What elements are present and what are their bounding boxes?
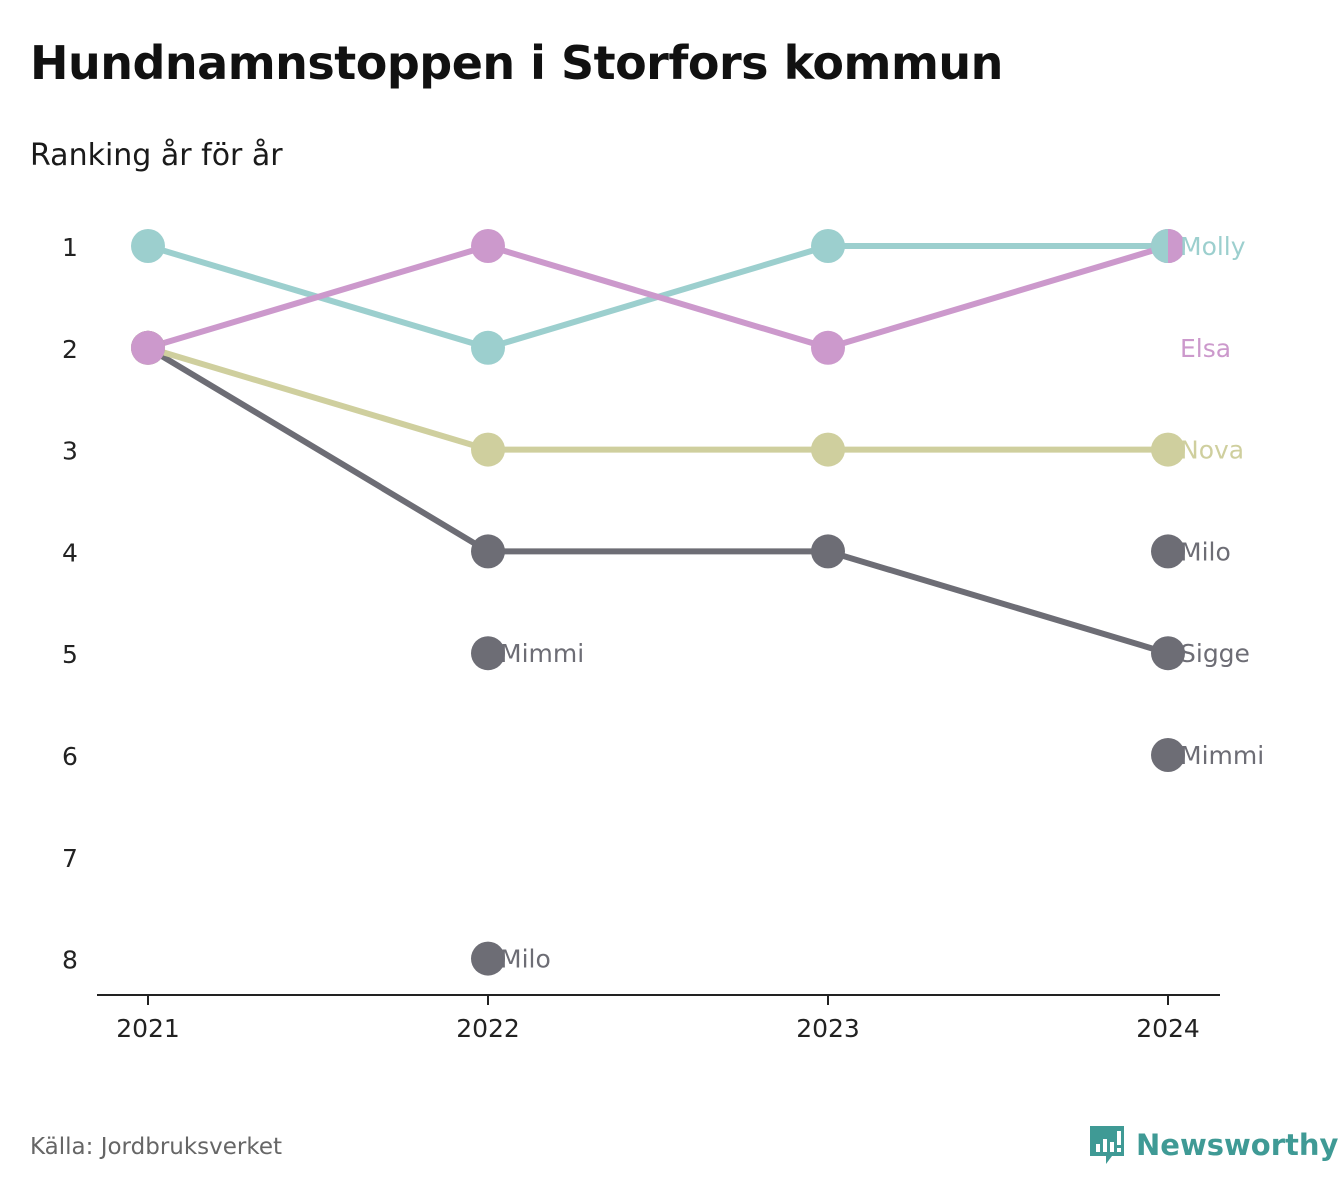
x-tick-label: 2022 [456, 1014, 520, 1043]
series-point [131, 229, 165, 263]
series-point [1151, 432, 1185, 467]
series-point [471, 330, 505, 365]
split-point-left [1151, 229, 1168, 263]
end-label: Molly [1180, 232, 1246, 261]
end-label: Elsa [1180, 334, 1231, 363]
axis-layer: 1 2 3 4 5 6 7 8 2021 2022 2023 2024 [62, 233, 1220, 1043]
series-point [471, 229, 505, 263]
series-point [811, 534, 845, 569]
series-point [131, 330, 165, 365]
end-label: Milo [1180, 537, 1231, 566]
extra-point [471, 636, 505, 671]
chart-title: Hundnamnstoppen i Storfors kommun [30, 36, 1003, 90]
series-point [811, 229, 845, 263]
y-tick-label: 6 [62, 742, 78, 771]
y-tick-label: 2 [62, 335, 78, 364]
extra-point [471, 941, 505, 976]
series-point [811, 432, 845, 467]
extra-point [1151, 534, 1185, 569]
extra-point [1151, 738, 1185, 772]
x-tick-label: 2021 [116, 1014, 180, 1043]
x-tick-label: 2024 [1136, 1014, 1200, 1043]
series-line [145, 344, 1171, 657]
y-tick-label: 1 [62, 233, 78, 262]
point-label: Milo [500, 945, 551, 974]
series-point [811, 330, 845, 365]
y-tick-label: 7 [62, 844, 78, 873]
series-point [471, 534, 505, 569]
y-tick-label: 5 [62, 640, 78, 669]
x-tick-label: 2023 [796, 1014, 860, 1043]
series-point [1151, 636, 1185, 671]
series-line [145, 344, 1171, 453]
brand: Newsworthy [1088, 1124, 1338, 1166]
lines-layer [145, 243, 1171, 657]
newsworthy-logo-icon [1090, 1126, 1124, 1164]
source-note: Källa: Jordbruksverket [30, 1134, 283, 1160]
points-layer [131, 229, 1185, 976]
series-point [471, 432, 505, 467]
end-label: Mimmi [1180, 741, 1264, 770]
split-point-right [1168, 229, 1185, 263]
end-label: Sigge [1180, 639, 1250, 668]
series-line [145, 243, 1171, 351]
y-tick-label: 3 [62, 437, 78, 466]
end-label: Nova [1180, 436, 1244, 465]
y-tick-label: 8 [62, 946, 78, 975]
point-label: Mimmi [500, 639, 584, 668]
chart-subtitle: Ranking år för år [30, 138, 283, 173]
labels-layer: Mimmi Milo Molly Elsa Nova Milo Sigge Mimmi [500, 232, 1264, 974]
y-tick-label: 4 [62, 538, 78, 567]
brand-name: Newsworthy [1136, 1128, 1339, 1162]
